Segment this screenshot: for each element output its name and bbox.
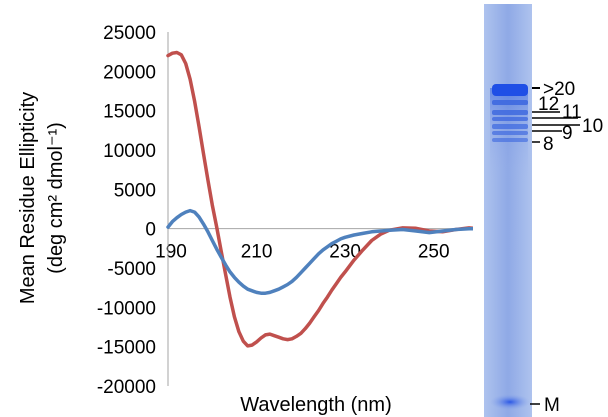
band-label-9: 9	[562, 123, 573, 144]
y-tick-label: 20000	[103, 62, 156, 83]
band-label-12: 12	[538, 94, 559, 115]
gel-band	[492, 131, 528, 135]
x-tick-label: 230	[329, 242, 361, 263]
band-label-20: >20	[543, 79, 575, 100]
y-tick-label: -5000	[107, 259, 156, 280]
band-label-10: 10	[582, 116, 603, 137]
band-label-8: 8	[543, 134, 554, 155]
band-label-M: M	[544, 395, 560, 416]
gel-band	[492, 84, 528, 96]
y-tick-label: 0	[145, 220, 156, 241]
cd-spectrum-chart: 25000 20000 15000 10000 5000 0 -5000 -10000 -150…	[17, 23, 480, 416]
gel-marker-band	[490, 394, 530, 410]
x-tick-label: 190	[155, 242, 187, 263]
y-tick-label: -15000	[97, 338, 156, 359]
y-axis-label-line1: Mean Residue Ellipticity	[17, 92, 39, 304]
series-line-1	[166, 50, 480, 348]
y-tick-label: 25000	[103, 23, 156, 44]
y-axis-tick-labels: 25000 20000 15000 10000 5000 0 -5000 -10000 -150…	[97, 23, 156, 398]
x-axis-label: Wavelength (nm)	[240, 394, 392, 416]
band-label-11: 11	[562, 102, 582, 123]
y-tick-label: -10000	[97, 298, 156, 319]
y-tick-label: 10000	[103, 141, 156, 162]
series-line-2	[166, 208, 480, 295]
y-tick-label: -20000	[97, 377, 156, 398]
y-axis-label-line2: (deg cm² dmol⁻¹)	[45, 122, 67, 274]
series-layer	[166, 50, 480, 348]
y-tick-label: 15000	[103, 102, 156, 123]
x-axis-tick-labels: 190 210 230 250	[155, 242, 449, 263]
gel-band	[492, 117, 528, 121]
gel-lane	[484, 4, 532, 417]
x-tick-label: 250	[418, 242, 450, 263]
gel-band	[492, 100, 528, 105]
y-tick-label: 5000	[114, 180, 156, 201]
sds-page-gel: >20 12 11 10 9 8 M	[473, 0, 608, 417]
gel-band	[492, 124, 528, 129]
gel-band	[492, 138, 528, 142]
x-tick-label: 210	[241, 242, 273, 263]
gel-band	[492, 110, 528, 115]
